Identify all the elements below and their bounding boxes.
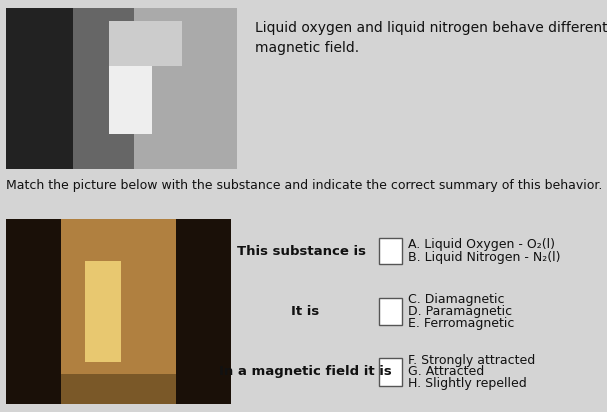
Text: D. Paramagnetic: D. Paramagnetic <box>408 305 512 318</box>
Bar <box>176 219 231 404</box>
Text: C. Diamagnetic: C. Diamagnetic <box>408 293 504 307</box>
Text: This substance is: This substance is <box>237 245 366 258</box>
Bar <box>6 8 73 169</box>
Bar <box>6 219 61 404</box>
Bar <box>134 8 237 169</box>
Text: G. Attracted: G. Attracted <box>408 365 484 378</box>
Text: It is: It is <box>291 305 320 318</box>
Bar <box>61 219 176 404</box>
Bar <box>85 261 121 362</box>
Text: In a magnetic field it is: In a magnetic field it is <box>219 365 392 378</box>
Bar <box>109 21 182 66</box>
Text: Liquid oxygen and liquid nitrogen behave differently in a
magnetic field.: Liquid oxygen and liquid nitrogen behave… <box>255 21 607 55</box>
Text: H. Slightly repelled: H. Slightly repelled <box>408 377 527 390</box>
Bar <box>109 21 152 134</box>
Bar <box>379 297 402 325</box>
Text: E. Ferromagnetic: E. Ferromagnetic <box>408 316 514 330</box>
Bar <box>6 8 237 169</box>
Bar <box>61 374 176 404</box>
Bar <box>379 358 402 386</box>
Text: B. Liquid Nitrogen - N₂(l): B. Liquid Nitrogen - N₂(l) <box>408 251 560 264</box>
Bar <box>379 239 402 264</box>
Bar <box>6 219 231 404</box>
Text: Match the picture below with the substance and indicate the correct summary of t: Match the picture below with the substan… <box>6 179 602 192</box>
Text: F. Strongly attracted: F. Strongly attracted <box>408 354 535 367</box>
Text: A. Liquid Oxygen - O₂(l): A. Liquid Oxygen - O₂(l) <box>408 238 555 251</box>
